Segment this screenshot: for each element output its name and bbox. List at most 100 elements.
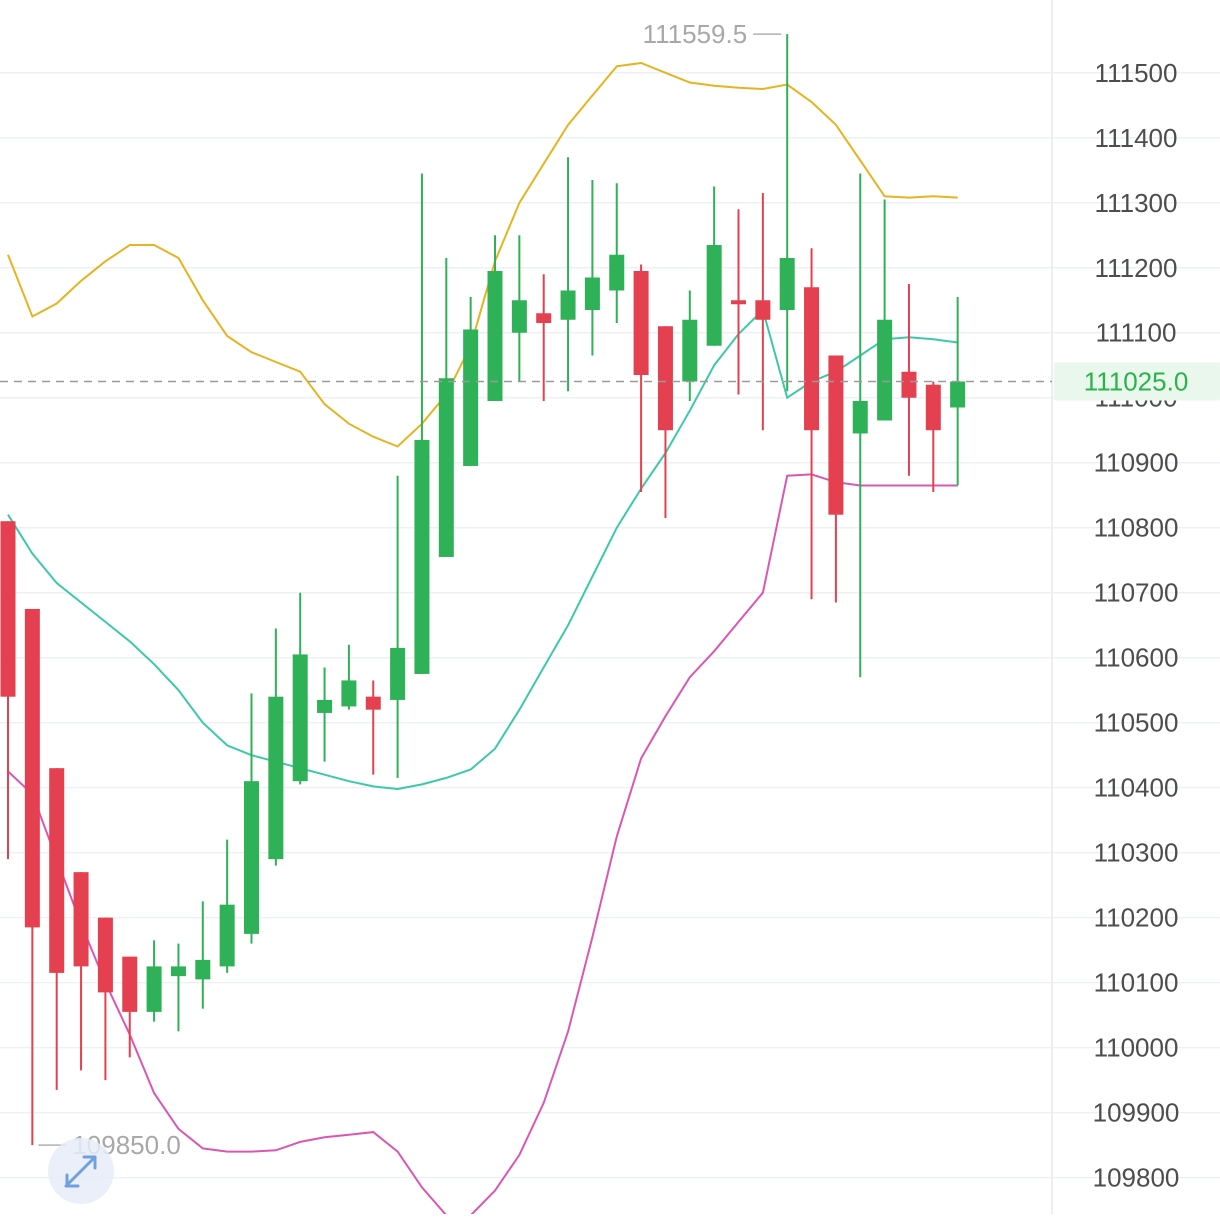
candle-body[interactable] (463, 329, 479, 466)
y-tick-label: 110200 (1094, 903, 1179, 933)
candle-body[interactable] (779, 258, 795, 310)
expand-arrows-icon (64, 1155, 97, 1188)
candle-body[interactable] (536, 313, 552, 323)
bearish-candle[interactable] (731, 209, 746, 395)
candle-body[interactable] (950, 381, 966, 408)
y-tick-label: 110100 (1094, 968, 1179, 998)
upper-band-line (7, 61, 958, 448)
candle-body[interactable] (122, 956, 138, 1012)
candle-body[interactable] (633, 271, 649, 375)
candle-body[interactable] (24, 608, 40, 928)
candle-body[interactable] (901, 371, 917, 398)
candle-body[interactable] (511, 300, 527, 333)
candle-body[interactable] (341, 680, 357, 707)
y-tick-label: 111400 (1095, 123, 1178, 153)
candle-body[interactable] (609, 254, 625, 291)
bearish-candle[interactable] (828, 355, 844, 603)
candle-body[interactable] (195, 959, 211, 980)
candle-body[interactable] (0, 521, 16, 697)
candle-body[interactable] (852, 400, 868, 434)
lower-band-line (7, 473, 958, 1217)
candle-body[interactable] (682, 319, 698, 382)
candle-body[interactable] (925, 384, 941, 431)
bearish-candle[interactable] (24, 608, 40, 1146)
bullish-candle[interactable] (268, 628, 284, 866)
bullish-candle[interactable] (341, 644, 357, 710)
bullish-candle[interactable] (877, 199, 893, 421)
bullish-candle[interactable] (317, 667, 333, 762)
candle-body[interactable] (170, 966, 186, 977)
bearish-candle[interactable] (901, 284, 917, 476)
candle-body[interactable] (219, 904, 235, 967)
y-tick-label: 110800 (1094, 513, 1179, 543)
candle-body[interactable] (97, 917, 113, 993)
bullish-candle[interactable] (170, 943, 186, 1032)
bullish-candle[interactable] (487, 235, 503, 401)
candle-body[interactable] (706, 245, 722, 346)
candle-body[interactable] (877, 319, 893, 421)
y-tick-label: 111100 (1096, 318, 1177, 348)
candle-body[interactable] (731, 300, 746, 305)
bearish-candle[interactable] (0, 521, 16, 860)
candle-body[interactable] (487, 271, 503, 401)
bullish-candle[interactable] (682, 290, 698, 401)
zoom-expand-button[interactable] (48, 1138, 114, 1204)
bullish-candle[interactable] (219, 839, 235, 973)
candle-body[interactable] (657, 326, 673, 431)
candle-body[interactable] (584, 277, 600, 310)
bearish-candle[interactable] (633, 264, 649, 492)
bullish-candle[interactable] (463, 297, 479, 466)
bullish-candle[interactable] (414, 173, 430, 674)
bullish-candle[interactable] (779, 34, 795, 392)
candles[interactable] (0, 34, 966, 1146)
candle-body[interactable] (755, 300, 771, 320)
bullish-candle[interactable] (195, 901, 211, 1009)
y-tick-label: 111200 (1095, 253, 1178, 283)
bearish-candle[interactable] (755, 193, 771, 431)
bullish-candle[interactable] (438, 258, 454, 557)
bearish-candle[interactable] (73, 872, 89, 1071)
y-tick-label: 110000 (1094, 1033, 1179, 1063)
bullish-candle[interactable] (244, 693, 259, 944)
candle-body[interactable] (146, 966, 162, 1012)
candle-body[interactable] (828, 355, 844, 515)
bearish-candle[interactable] (925, 381, 941, 492)
bullish-candle[interactable] (852, 173, 868, 678)
candle-body[interactable] (365, 696, 381, 710)
current-price-label: 111025.0 (1084, 366, 1189, 396)
bullish-candle[interactable] (511, 235, 527, 382)
bullish-candle[interactable] (584, 180, 600, 356)
candle-body[interactable] (804, 287, 820, 431)
bullish-candle[interactable] (950, 297, 966, 486)
bullish-candle[interactable] (560, 157, 576, 392)
bullish-candle[interactable] (292, 592, 308, 785)
bullish-candle[interactable] (706, 186, 722, 346)
candle-body[interactable] (268, 696, 284, 860)
y-tick-label: 110500 (1094, 708, 1179, 738)
bearish-candle[interactable] (536, 274, 552, 401)
candle-body[interactable] (292, 654, 308, 782)
bullish-candle[interactable] (146, 940, 162, 1022)
candle-body[interactable] (438, 378, 454, 557)
gridlines (0, 72, 1220, 1179)
bearish-candle[interactable] (804, 248, 820, 600)
candle-body[interactable] (560, 290, 576, 320)
bullish-candle[interactable] (609, 183, 625, 323)
candle-body[interactable] (317, 699, 333, 713)
bearish-candle[interactable] (365, 680, 381, 775)
middle-band-line (7, 308, 958, 791)
candle-body[interactable] (414, 439, 430, 674)
bearish-candle[interactable] (97, 917, 113, 1081)
bearish-candle[interactable] (657, 326, 673, 518)
price-axis: 1115001114001113001112001111001110001109… (1093, 58, 1180, 1193)
max-price-label: 111559.5 (643, 19, 748, 49)
candle-body[interactable] (49, 768, 65, 973)
bearish-candle[interactable] (49, 768, 65, 1090)
candle-body[interactable] (73, 872, 89, 967)
candle-body[interactable] (244, 781, 259, 934)
candle-body[interactable] (390, 647, 406, 700)
bullish-candle[interactable] (390, 475, 406, 778)
bearish-candle[interactable] (122, 956, 138, 1058)
